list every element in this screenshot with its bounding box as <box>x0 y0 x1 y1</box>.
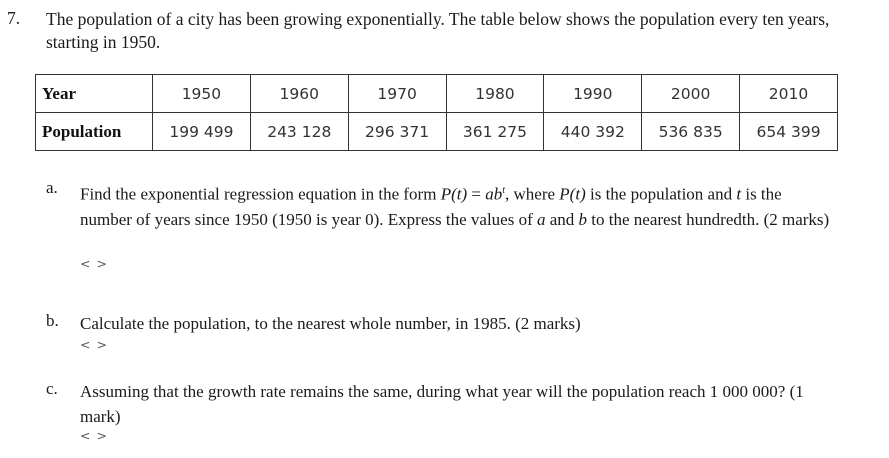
population-cell: 199 499 <box>152 112 251 151</box>
formula-equals: = <box>467 184 486 204</box>
row-header-population: Population <box>35 112 153 151</box>
table-row-year: Year 1950 1960 1970 1980 1990 2000 2010 <box>35 74 838 113</box>
part-a-text-4: is the number of years since 1950 (1950 … <box>80 184 782 229</box>
part-a-text-2: , where <box>505 184 560 204</box>
part-b-text: Calculate the population, to the nearest… <box>80 314 581 333</box>
part-b-letter: b. <box>46 311 59 330</box>
variable-b: b <box>578 209 588 229</box>
part-a-letter: a. <box>46 178 58 197</box>
part-a-text-5: and <box>545 209 579 229</box>
variable-p: P(t) <box>559 184 586 204</box>
part-c-reply-marker[interactable]: < > <box>80 428 108 443</box>
population-cell: 440 392 <box>543 112 643 151</box>
part-a-reply-marker[interactable]: < > <box>80 256 108 271</box>
population-cell: 361 275 <box>445 112 545 151</box>
population-cell: 296 371 <box>347 112 447 151</box>
year-cell: 1960 <box>249 74 349 113</box>
formula-exponent: t <box>502 185 506 196</box>
part-c-letter: c. <box>46 379 58 398</box>
formula-lhs: P(t) <box>440 184 468 204</box>
population-cell: 243 128 <box>249 112 349 151</box>
population-cell: 654 399 <box>739 112 838 151</box>
row-header-year: Year <box>35 74 153 113</box>
question-number: 7. <box>7 8 21 28</box>
part-a-text: Find the exponential regression equation… <box>80 178 830 232</box>
part-a-text-1: Find the exponential regression equation… <box>80 184 441 204</box>
part-c-text: Assuming that the growth rate remains th… <box>80 382 804 426</box>
year-cell: 1950 <box>152 74 251 113</box>
year-cell: 2010 <box>739 74 838 113</box>
question-stem: The population of a city has been growin… <box>46 9 830 52</box>
formula-base: ab <box>485 184 503 204</box>
year-cell: 1970 <box>347 74 447 113</box>
population-table: Year 1950 1960 1970 1980 1990 2000 2010 … <box>35 74 838 151</box>
year-cell: 2000 <box>641 74 741 113</box>
year-cell: 1990 <box>543 74 643 113</box>
variable-t: t <box>736 184 742 204</box>
table-row-population: Population 199 499 243 128 296 371 361 2… <box>35 112 838 151</box>
population-cell: 536 835 <box>641 112 741 151</box>
year-cell: 1980 <box>445 74 545 113</box>
part-a-text-3: is the population and <box>585 184 737 204</box>
part-b-reply-marker[interactable]: < > <box>80 337 108 352</box>
variable-a: a <box>536 209 546 229</box>
part-a-text-6: to the nearest hundredth. (2 marks) <box>587 209 830 229</box>
